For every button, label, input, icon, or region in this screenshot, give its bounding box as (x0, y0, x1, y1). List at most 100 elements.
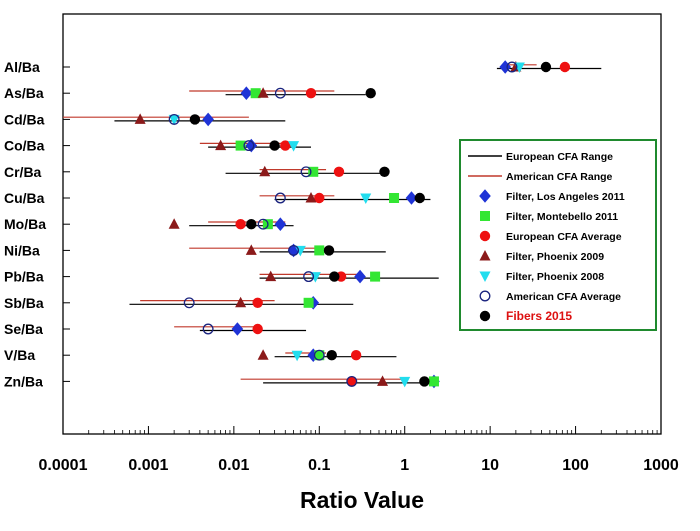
y-axis: Al/Ba As/Ba Cd/Ba Co/Ba Cr/Ba Cu/Ba Mo/Ba Ni/Ba… (4, 59, 70, 389)
y-tick-label: Cd/Ba (4, 111, 45, 127)
fibers-2015-point (414, 192, 425, 204)
american-cfa-average-point (300, 166, 312, 178)
legend: European CFA Range American CFA Range Filt… (459, 139, 657, 331)
legend-label: Filter, Los Angeles 2011 (506, 191, 625, 203)
filter-phoenix-2009-point (257, 87, 269, 98)
filter-phoenix-2008-point (399, 376, 411, 388)
legend-label: European CFA Average (506, 231, 622, 243)
y-tick-label: Mo/Ba (4, 216, 46, 232)
filter-los-angeles-2011-point (274, 217, 287, 231)
american-cfa-average-point (168, 113, 180, 125)
european-cfa-average-point (559, 61, 571, 73)
american-cfa-average-point (202, 323, 214, 335)
filter-montebello-2011-point (428, 376, 439, 387)
filter-montebello-2011-point (308, 166, 319, 177)
american-cfa-average-point (506, 61, 518, 73)
filter-montebello-2011-point (314, 245, 325, 256)
filter-phoenix-2008-point (291, 350, 303, 362)
filter-phoenix-2009-point (377, 375, 389, 386)
x-tick-label: 0.1 (308, 457, 330, 474)
american-cfa-average-point (274, 87, 286, 99)
x-tick-label: 0.001 (128, 457, 168, 474)
legend-swatch (480, 211, 490, 221)
european-cfa-average-point (333, 166, 345, 177)
filter-phoenix-2009-point (215, 139, 227, 151)
filter-los-angeles-2011-point (245, 138, 258, 153)
y-tick-label: As/Ba (4, 85, 44, 101)
y-tick-label: Ni/Ba (4, 242, 40, 258)
filter-montebello-2011-point (370, 271, 381, 282)
legend-swatch (479, 230, 491, 242)
european-cfa-average-point (346, 376, 357, 387)
european-cfa-average-point (314, 192, 325, 204)
x-tick-label: 10 (481, 457, 499, 474)
legend-label: Filter, Phoenix 2009 (506, 251, 604, 263)
x-axis-title: Ratio Value (300, 487, 424, 513)
filter-phoenix-2009-point (235, 296, 247, 308)
american-cfa-average-point (288, 244, 300, 256)
american-cfa-average-point (183, 297, 195, 309)
filter-phoenix-2008-point (360, 193, 372, 204)
filter-phoenix-2009-point (168, 218, 180, 229)
fibers-2015-point (329, 271, 340, 282)
fibers-2015-point (540, 61, 552, 73)
american-cfa-average-point (303, 271, 315, 283)
european-cfa-average-point (350, 350, 362, 361)
european-cfa-average-point (252, 297, 263, 308)
legend-entries: European CFA Range American CFA Range Filt… (468, 151, 625, 323)
legend-swatch (479, 290, 491, 302)
american-cfa-average-point (346, 375, 358, 387)
y-tick-label: Al/Ba (4, 59, 40, 75)
x-tick-label: 100 (562, 457, 589, 474)
filter-phoenix-2008-point (168, 114, 180, 126)
fibers-2015-point (189, 114, 201, 125)
american-cfa-average-point (274, 192, 286, 204)
filter-phoenix-2009-point (257, 349, 269, 360)
american-cfa-average-point (257, 218, 269, 230)
fibers-2015-point (419, 376, 430, 387)
legend-swatch (479, 271, 491, 282)
filter-montebello-2011-point (303, 297, 314, 308)
legend-box (459, 139, 657, 331)
european-cfa-average-point (235, 219, 246, 230)
european-cfa-average-point (252, 323, 263, 335)
x-tick-label: 0.0001 (39, 457, 88, 474)
filter-los-angeles-2011-point (231, 322, 244, 336)
legend-swatch (479, 189, 491, 203)
filter-los-angeles-2011-point (202, 112, 214, 127)
legend-label: Filter, Montebello 2011 (506, 211, 618, 223)
legend-label: European CFA Range (506, 151, 613, 163)
filter-los-angeles-2011-point (405, 191, 418, 205)
filter-phoenix-2009-point (259, 165, 271, 177)
legend-swatch (479, 250, 491, 261)
x-tick-label: 1000 (643, 457, 679, 474)
filter-montebello-2011-point (314, 350, 325, 361)
fibers-2015-point (323, 245, 335, 256)
y-tick-label: Zn/Ba (4, 373, 43, 389)
legend-swatch (479, 310, 491, 322)
european-cfa-average-point (305, 88, 317, 99)
fibers-2015-point (269, 140, 280, 151)
legend-label: American CFA Range (506, 171, 613, 183)
filter-phoenix-2009-point (245, 244, 257, 255)
legend-label: American CFA Average (506, 291, 621, 303)
filter-phoenix-2009-point (134, 113, 146, 124)
fibers-2015-point (365, 88, 376, 99)
y-tick-label: Co/Ba (4, 138, 45, 154)
filter-phoenix-2009-point (305, 192, 317, 203)
fibers-2015-point (379, 166, 390, 177)
y-tick-label: V/Ba (4, 347, 35, 363)
american-cfa-average-point (313, 349, 325, 361)
y-tick-label: Cr/Ba (4, 164, 42, 180)
fibers-2015-point (246, 219, 257, 230)
american-cfa-average-point (243, 140, 255, 152)
filter-los-angeles-2011-point (499, 60, 511, 74)
markers-layer (134, 60, 571, 389)
x-tick-label: 1 (400, 457, 409, 474)
filter-los-angeles-2011-point (354, 269, 366, 284)
filter-montebello-2011-point (235, 140, 246, 151)
filter-montebello-2011-point (389, 193, 400, 203)
legend-label: Filter, Phoenix 2008 (506, 271, 604, 283)
